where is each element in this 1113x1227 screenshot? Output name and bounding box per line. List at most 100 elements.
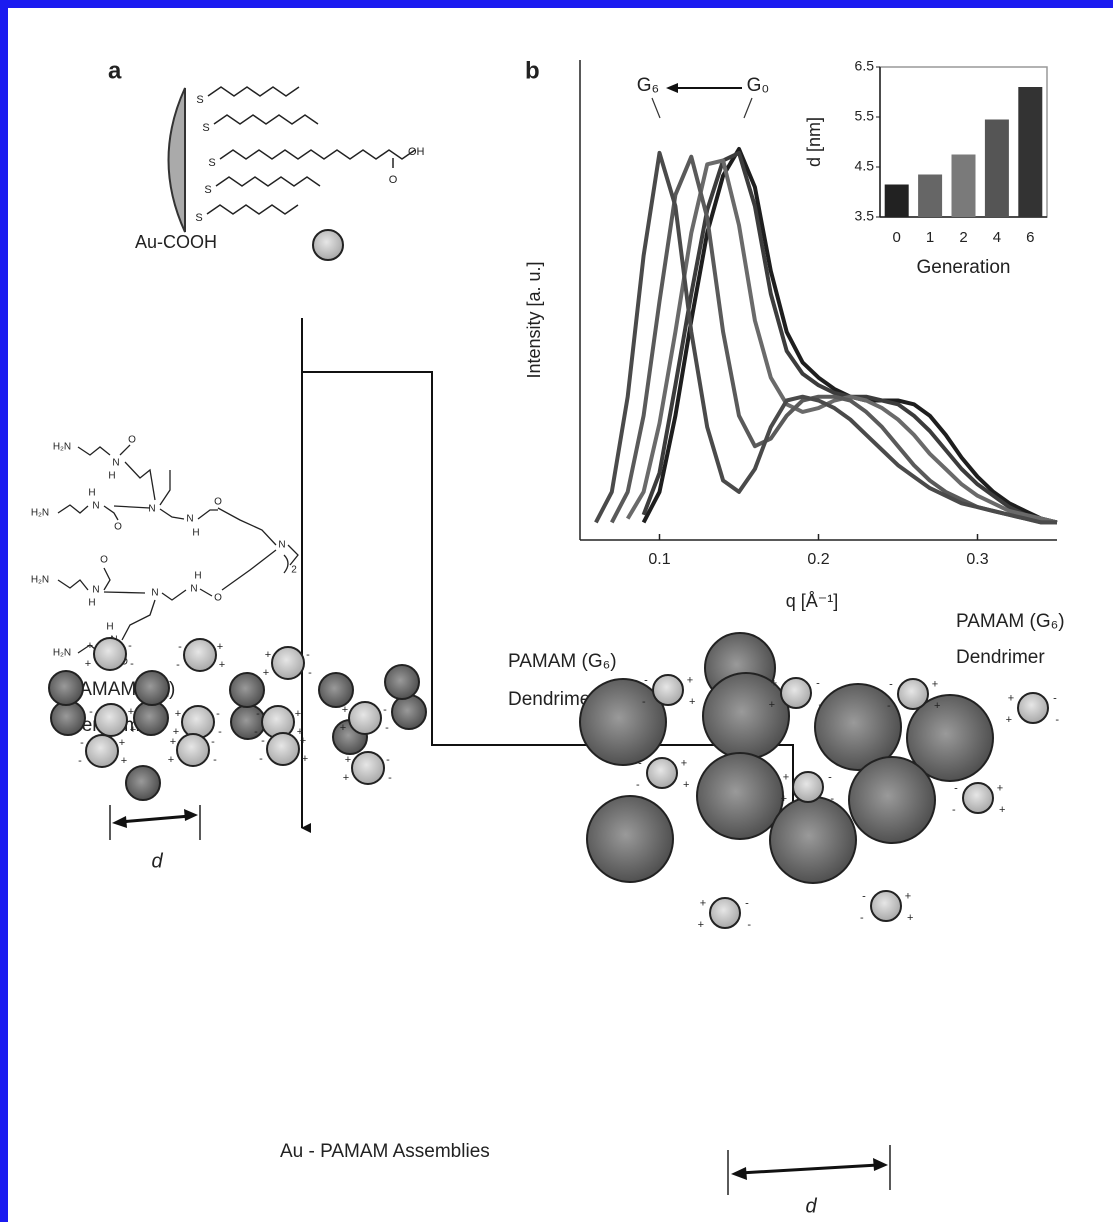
sulfur-atom: S <box>195 212 202 224</box>
bar <box>885 185 909 218</box>
charge-sign: - <box>254 726 258 738</box>
charge-sign: - <box>818 699 822 711</box>
dendrimer <box>385 665 419 699</box>
charge-sign: - <box>259 753 263 765</box>
charge-sign: - <box>385 722 389 734</box>
charge-sign: + <box>175 708 181 720</box>
charge-sign: - <box>383 704 387 716</box>
bar <box>985 120 1009 218</box>
au-particle <box>793 772 823 802</box>
au-particle <box>1018 693 1048 723</box>
x-tick-label: 0.3 <box>966 551 988 568</box>
panel-label: a <box>108 57 122 84</box>
x-tick-label: 1 <box>926 229 934 246</box>
dendrimer <box>770 797 856 883</box>
charge-sign: - <box>1053 692 1057 704</box>
au-particle <box>647 758 677 788</box>
charge-sign: - <box>952 804 956 816</box>
charge-sign: + <box>302 753 308 765</box>
charge-sign: - <box>261 735 265 747</box>
atom-label: O <box>100 555 108 566</box>
charge-sign: + <box>997 782 1003 794</box>
dendrimer <box>230 673 264 707</box>
charge-sign: + <box>771 677 777 689</box>
au-particle <box>94 638 126 670</box>
charge-sign: + <box>128 706 134 718</box>
assembly-caption: Au - PAMAM Assemblies <box>280 1141 490 1162</box>
charge-sign: + <box>681 757 687 769</box>
sulfur-atom: S <box>202 122 209 134</box>
charge-sign: - <box>954 782 958 794</box>
spacing-label: d <box>805 1195 817 1217</box>
x-tick-label: 0.2 <box>807 551 829 568</box>
charge-sign: - <box>860 912 864 924</box>
atom-label: O <box>128 435 136 446</box>
charge-sign: + <box>698 919 704 931</box>
annotation: G₆ <box>637 75 659 96</box>
charge-sign: - <box>216 708 220 720</box>
charge-sign: - <box>644 674 648 686</box>
x-tick-label: 0.1 <box>648 551 670 568</box>
atom-label: H <box>194 571 201 582</box>
charge-sign: - <box>642 696 646 708</box>
sulfur-atom: S <box>196 94 203 106</box>
y-axis-label: d [nm] <box>804 117 824 167</box>
atom-label: N <box>278 540 285 551</box>
charge-sign: + <box>934 700 940 712</box>
charge-sign: - <box>78 755 82 767</box>
dendrimer <box>51 701 85 735</box>
charge-sign: - <box>218 726 222 738</box>
charge-sign: + <box>932 678 938 690</box>
atom-label: O <box>214 593 222 604</box>
acid-atom: O <box>389 174 398 186</box>
sulfur-atom: S <box>204 184 211 196</box>
dendrimer-name: PAMAM (G₆) <box>956 611 1065 632</box>
charge-sign: + <box>85 658 91 670</box>
charge-sign: - <box>178 641 182 653</box>
charge-sign: - <box>87 724 91 736</box>
atom-label: N <box>151 588 158 599</box>
au-particle <box>871 891 901 921</box>
charge-sign: - <box>889 678 893 690</box>
y-axis-label: Intensity [a. u.] <box>524 261 544 378</box>
acid-atom: OH <box>408 146 425 158</box>
charge-sign: - <box>306 649 310 661</box>
dendrimer <box>134 701 168 735</box>
charge-sign: + <box>170 736 176 748</box>
charge-sign: + <box>683 779 689 791</box>
panel-label: b <box>525 57 540 84</box>
charge-sign: - <box>211 736 215 748</box>
charge-sign: + <box>689 696 695 708</box>
au-particle <box>184 639 216 671</box>
atom-label: H <box>88 598 95 609</box>
atom-label: 2 <box>291 565 297 576</box>
dendrimer-g1 <box>126 766 160 800</box>
atom-label: N <box>148 504 155 515</box>
au-particle <box>653 675 683 705</box>
atom-label: H₂N <box>31 575 49 586</box>
atom-label: N <box>112 458 119 469</box>
au-particle <box>710 898 740 928</box>
atom-label: N <box>186 514 193 525</box>
au-particle <box>267 733 299 765</box>
au-particle <box>182 706 214 738</box>
atom-label: H₂N <box>31 508 49 519</box>
au-particle <box>898 679 928 709</box>
charge-sign: + <box>781 793 787 805</box>
dendrimer <box>587 796 673 882</box>
charge-sign: + <box>1006 714 1012 726</box>
sulfur-atom: S <box>208 157 215 169</box>
charge-sign: + <box>999 804 1005 816</box>
x-axis-label: q [Å⁻¹] <box>786 591 839 611</box>
charge-sign: - <box>386 754 390 766</box>
charge-sign: - <box>830 793 834 805</box>
particle-name: Au-COOH <box>135 232 217 252</box>
dendrimer <box>392 695 426 729</box>
charge-sign: - <box>89 706 93 718</box>
charge-sign: + <box>263 667 269 679</box>
x-axis-label: Generation <box>916 257 1010 278</box>
atom-label: N <box>92 501 99 512</box>
au-particle <box>272 647 304 679</box>
charge-sign: - <box>80 737 84 749</box>
charge-sign: - <box>887 700 891 712</box>
